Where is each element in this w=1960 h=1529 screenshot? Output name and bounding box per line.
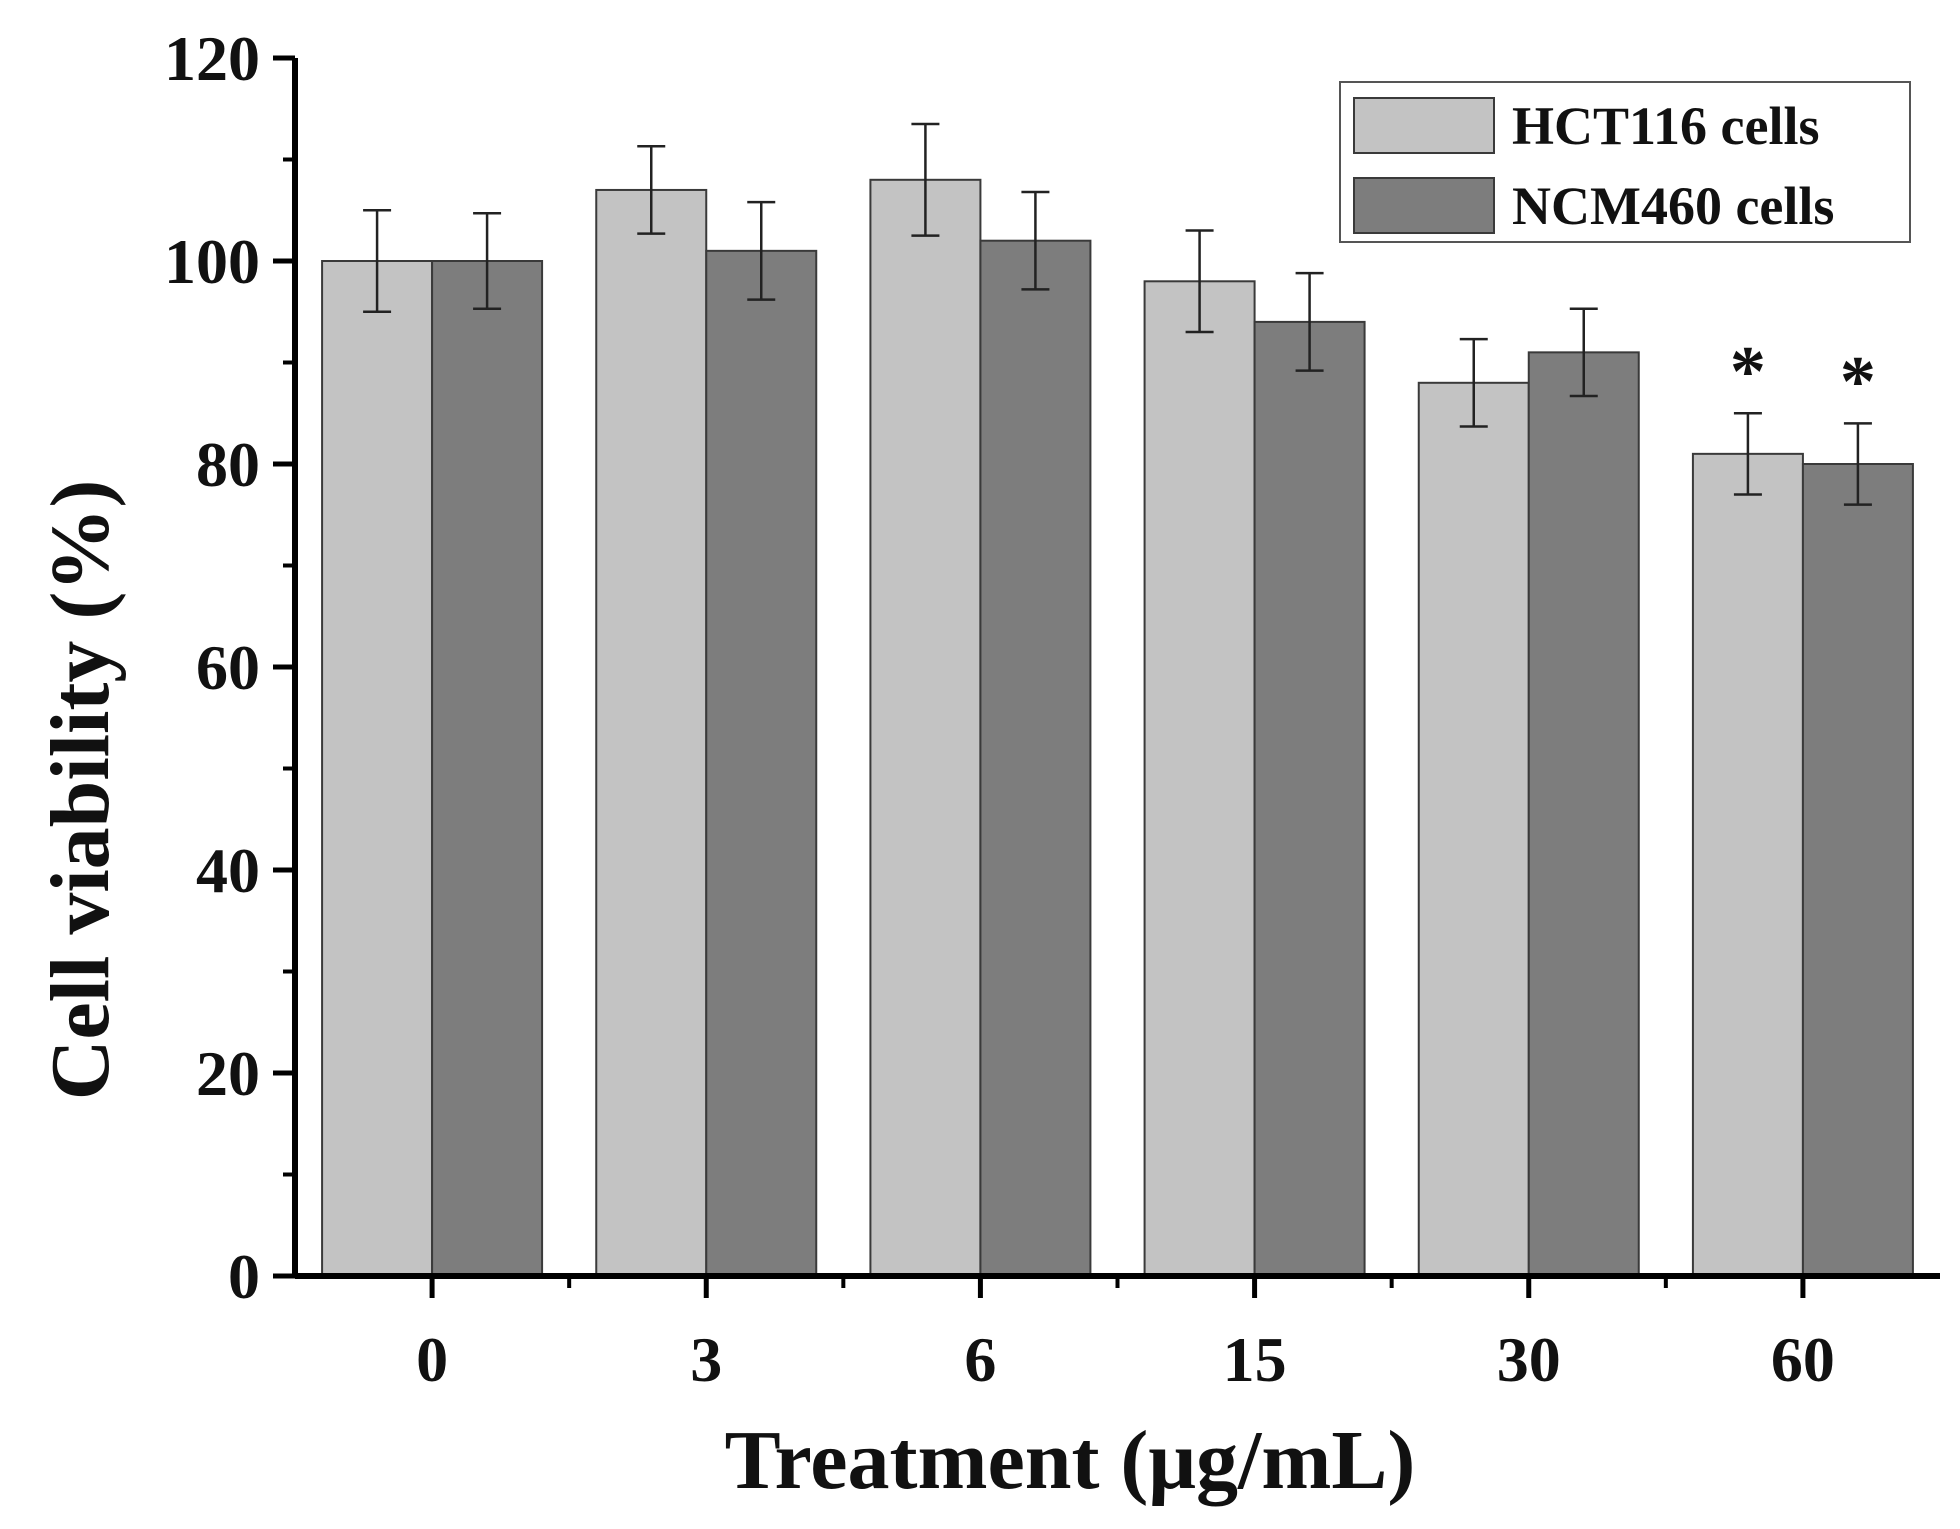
bar-ncm460-6 <box>979 239 1092 1278</box>
y-tick-label: 40 <box>196 835 260 906</box>
bar-hct116-0 <box>321 260 434 1277</box>
x-axis-title: Treatment (μg/mL) <box>725 1414 1416 1507</box>
legend-swatch-hct116 <box>1353 97 1495 154</box>
x-tick-label: 15 <box>1223 1324 1287 1395</box>
bar-ncm460-15 <box>1253 320 1366 1277</box>
bar-hct116-30 <box>1417 381 1530 1277</box>
y-tick-label: 20 <box>196 1038 260 1109</box>
x-tick-label: 30 <box>1497 1324 1561 1395</box>
bar-hct116-60 <box>1691 452 1804 1278</box>
y-tick-label: 120 <box>164 23 260 94</box>
significance-marker-ncm460-60: * <box>1840 341 1876 421</box>
bar-hct116-3 <box>595 188 708 1278</box>
x-tick-label: 0 <box>416 1324 448 1395</box>
x-tick-label: 3 <box>690 1324 722 1395</box>
y-axis-title: Cell viability (%) <box>34 480 127 1101</box>
bar-ncm460-0 <box>431 260 544 1277</box>
bar-ncm460-30 <box>1527 351 1640 1278</box>
y-tick-label: 80 <box>196 429 260 500</box>
legend-swatch-ncm460 <box>1353 177 1495 234</box>
legend-label-hct116: HCT116 cells <box>1512 96 1820 156</box>
y-tick-label: 100 <box>164 226 260 297</box>
bar-ncm460-3 <box>705 249 818 1278</box>
bar-ncm460-60 <box>1801 463 1914 1277</box>
bar-hct116-6 <box>869 178 982 1277</box>
bar-hct116-15 <box>1143 280 1256 1277</box>
legend-label-ncm460: NCM460 cells <box>1512 176 1834 236</box>
significance-marker-hct116-60: * <box>1730 331 1766 411</box>
y-tick-label: 0 <box>228 1241 260 1312</box>
y-tick-label: 60 <box>196 632 260 703</box>
x-tick-label: 60 <box>1771 1324 1835 1395</box>
x-tick-label: 6 <box>964 1324 996 1395</box>
